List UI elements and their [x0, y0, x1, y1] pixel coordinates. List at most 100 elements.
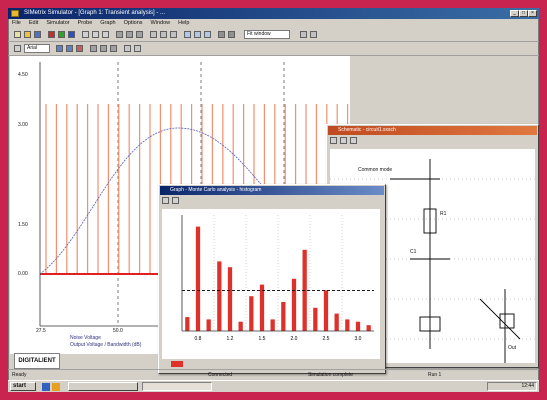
histogram-bar	[259, 284, 265, 331]
zoom-in-icon[interactable]	[184, 31, 191, 38]
histogram-x-tick: 1.2	[227, 336, 234, 342]
print-icon[interactable]	[124, 45, 131, 52]
measure-icon[interactable]	[76, 45, 83, 52]
close-button[interactable]: ×	[528, 10, 537, 17]
export-icon[interactable]	[134, 45, 141, 52]
main-toolbar: Fit window	[8, 28, 539, 42]
status-ready: Ready	[12, 372, 27, 378]
histogram-titlebar[interactable]: Graph - Monte Carlo analysis - histogram	[160, 186, 384, 195]
menu-window[interactable]: Window	[150, 20, 171, 26]
status-cell: Simulation complete	[308, 372, 354, 378]
histogram-bar	[206, 319, 211, 331]
new-icon[interactable]	[14, 31, 21, 38]
menu-file[interactable]: File	[12, 20, 21, 26]
paste-icon[interactable]	[102, 31, 109, 38]
font-select[interactable]: Arial	[24, 44, 50, 53]
hist-new-icon[interactable]	[162, 197, 169, 204]
graph-toolbar: Arial	[8, 42, 539, 56]
app-icon	[11, 10, 19, 17]
inductor-icon[interactable]	[170, 31, 177, 38]
menu-edit[interactable]: Edit	[28, 20, 39, 26]
histogram-window[interactable]: Graph - Monte Carlo analysis - histogram…	[158, 184, 386, 374]
curve-icon[interactable]	[90, 45, 97, 52]
zoom-out-icon[interactable]	[194, 31, 201, 38]
capacitor-icon[interactable]	[160, 31, 167, 38]
status-cell: Run 1	[428, 372, 442, 378]
taskbar-button[interactable]	[68, 382, 138, 391]
resistor-icon[interactable]	[150, 31, 157, 38]
minimize-button[interactable]: _	[510, 10, 519, 17]
maximize-button[interactable]: □	[519, 10, 528, 17]
schematic-titlebar[interactable]: Schematic - circuit1.sxsch	[328, 126, 537, 135]
histogram-bar	[238, 321, 243, 331]
histogram-bar	[345, 319, 350, 331]
histogram-bar	[366, 325, 371, 331]
zoom-fit-icon[interactable]	[204, 31, 211, 38]
about-icon[interactable]	[310, 31, 317, 38]
histogram-x-tick: 0.8	[195, 336, 202, 342]
histogram-x-tick: 1.5	[259, 336, 266, 342]
status-bar: Ready Connected Simulation complete Run …	[8, 369, 539, 379]
menu-help[interactable]: Help	[178, 20, 190, 26]
schematic-drawing	[330, 159, 535, 363]
histogram-bar	[270, 319, 275, 331]
cut-icon[interactable]	[82, 31, 89, 38]
taskbar: start 12:44	[8, 380, 539, 392]
pause-icon[interactable]	[68, 31, 75, 38]
histogram-legend-swatch	[171, 361, 183, 367]
x-tick-label: 27.5	[36, 328, 46, 334]
histogram-bar	[355, 321, 361, 331]
zoom-select[interactable]: Fit window	[244, 30, 290, 39]
menu-graph[interactable]: Graph	[100, 20, 116, 26]
y-tick-label: 1.50	[18, 222, 28, 228]
legend-line-2: Output Voltage / Bandwidth (dB)	[70, 342, 142, 348]
circuit-wires	[390, 159, 521, 363]
quicklaunch-ie-icon[interactable]	[42, 383, 50, 391]
logo: DIGITALIENT	[14, 353, 60, 369]
histogram-bar	[334, 313, 339, 331]
x-tick-label: 50.0	[113, 328, 123, 334]
system-tray: 12:44	[487, 382, 537, 391]
cursor-b-icon[interactable]	[66, 45, 73, 52]
histogram-pane[interactable]: 0.8 1.2 1.5 2.0 2.5 3.0	[162, 209, 380, 359]
hist-copy-icon[interactable]	[172, 197, 179, 204]
schem-new-icon[interactable]	[330, 137, 337, 144]
legend-line-1: Noise Voltage	[70, 335, 101, 341]
menu-options[interactable]: Options	[123, 20, 143, 26]
histogram-bar	[313, 307, 318, 331]
app-titlebar[interactable]: SIMetrix Simulator - [Graph 1: Transient…	[8, 8, 539, 19]
y-tick-label: 3.00	[18, 122, 28, 128]
legend-icon[interactable]	[110, 45, 117, 52]
cursor-a-icon[interactable]	[56, 45, 63, 52]
start-button[interactable]: start	[10, 382, 36, 391]
menu-simulator[interactable]: Simulator	[46, 20, 70, 26]
y-tick-label: 0.00	[18, 271, 28, 277]
app-title: SIMetrix Simulator - [Graph 1: Transient…	[24, 10, 166, 16]
ground-icon[interactable]	[136, 31, 143, 38]
schematic-label: Out	[508, 345, 517, 351]
run-icon[interactable]	[48, 31, 55, 38]
save-icon[interactable]	[34, 31, 41, 38]
y-tick-label: 4.50	[18, 72, 28, 78]
histogram-bar	[227, 267, 233, 331]
graph-new-icon[interactable]	[14, 45, 21, 52]
axis-icon[interactable]	[100, 45, 107, 52]
menu-probe[interactable]: Probe	[77, 20, 93, 26]
play-icon[interactable]	[58, 31, 65, 38]
probe-icon[interactable]	[116, 31, 123, 38]
status-cell: Connected	[208, 372, 233, 378]
schematic-label: C1	[410, 249, 417, 255]
histogram-x-tick: 2.0	[291, 336, 298, 342]
schem-save-icon[interactable]	[350, 137, 357, 144]
help-icon[interactable]	[300, 31, 307, 38]
taskbar-button-active[interactable]	[142, 382, 212, 391]
quicklaunch-folder-icon[interactable]	[52, 383, 60, 391]
histogram-bar	[195, 226, 201, 331]
copy-icon[interactable]	[92, 31, 99, 38]
open-icon[interactable]	[24, 31, 31, 38]
application-window: SIMetrix Simulator - [Graph 1: Transient…	[8, 8, 539, 392]
schem-open-icon[interactable]	[340, 137, 347, 144]
cursor-icon[interactable]	[228, 31, 235, 38]
wire-icon[interactable]	[126, 31, 133, 38]
grid-icon[interactable]	[218, 31, 225, 38]
